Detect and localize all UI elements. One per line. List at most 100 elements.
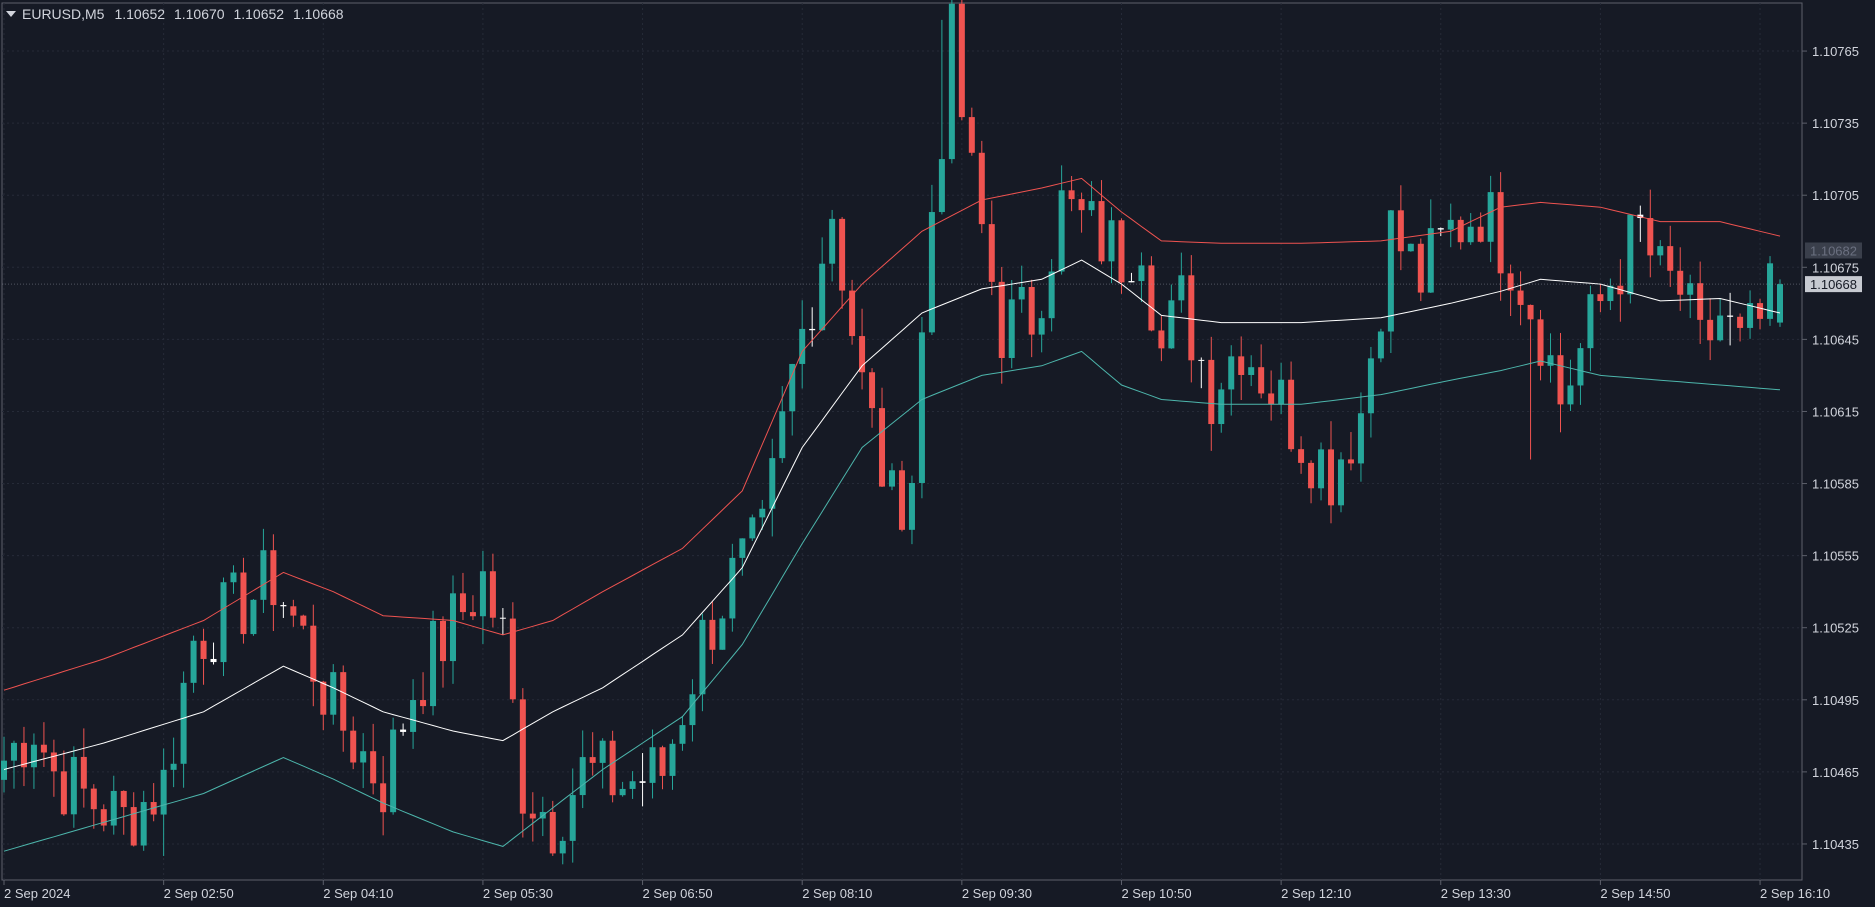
candle-body xyxy=(1627,214,1634,295)
candle-body xyxy=(240,572,247,635)
candle-body xyxy=(1457,219,1464,243)
candle xyxy=(200,628,207,685)
y-tick-label: 1.10645 xyxy=(1812,332,1859,347)
candle xyxy=(599,738,606,789)
x-tick-label: 2 Sep 13:30 xyxy=(1441,886,1511,901)
candle-body xyxy=(1028,286,1035,335)
candle xyxy=(1397,185,1404,271)
candle-body xyxy=(619,788,626,796)
candle xyxy=(1278,362,1285,415)
candle xyxy=(1098,180,1105,265)
candle-body xyxy=(410,700,417,732)
candle xyxy=(1457,216,1464,250)
candle xyxy=(1667,225,1674,287)
candle xyxy=(1108,207,1115,284)
candle xyxy=(220,577,227,677)
candle-body xyxy=(1188,275,1195,361)
candle xyxy=(589,732,596,776)
candle-body xyxy=(519,699,526,814)
candle-body xyxy=(1208,359,1215,425)
candle-body xyxy=(50,752,57,772)
candle-body xyxy=(330,672,337,715)
candle xyxy=(190,635,197,693)
candle xyxy=(210,642,217,665)
close-value: 1.10668 xyxy=(292,6,344,22)
candle xyxy=(559,836,566,865)
candle-body xyxy=(1477,226,1484,242)
open-value: 1.10652 xyxy=(114,6,166,22)
candle-body xyxy=(250,599,257,635)
candle xyxy=(240,557,247,644)
candle xyxy=(50,739,57,797)
candle-body xyxy=(30,744,37,768)
middle-band-line xyxy=(3,259,1781,770)
candle xyxy=(80,728,87,808)
candle-body xyxy=(1427,228,1434,293)
candle xyxy=(1717,298,1724,342)
candle-body xyxy=(10,742,17,761)
candle xyxy=(1357,392,1364,482)
candle-body xyxy=(320,681,327,715)
candle xyxy=(479,550,486,644)
candle-body xyxy=(1258,367,1265,394)
candle xyxy=(1158,316,1165,362)
y-tick-label: 1.10615 xyxy=(1812,404,1859,419)
candle xyxy=(1707,298,1714,361)
candle-body xyxy=(1607,285,1614,302)
candle xyxy=(1298,436,1305,474)
candle-body xyxy=(1677,270,1684,295)
candle-body xyxy=(1557,355,1564,405)
candle xyxy=(889,463,895,491)
candle xyxy=(1228,345,1235,416)
candle xyxy=(1308,460,1315,504)
candle-body xyxy=(1497,192,1504,274)
candle xyxy=(1607,278,1614,311)
candle-body xyxy=(898,470,905,530)
candle-body xyxy=(879,408,886,487)
candle-body xyxy=(938,159,945,213)
candle xyxy=(729,543,736,632)
candle xyxy=(140,790,147,851)
candle-body xyxy=(599,740,606,763)
candle xyxy=(449,575,456,684)
candle xyxy=(110,775,117,835)
candle xyxy=(1777,279,1783,327)
candle xyxy=(1517,271,1524,326)
candle xyxy=(649,729,656,799)
candle-body xyxy=(60,771,67,815)
candle xyxy=(629,771,636,799)
candle-body xyxy=(839,218,846,291)
candle xyxy=(1507,264,1514,317)
candle xyxy=(40,722,47,767)
candle xyxy=(689,679,696,742)
chart-menu-triangle-icon[interactable] xyxy=(6,11,16,17)
candle-body xyxy=(809,328,816,331)
candle xyxy=(70,746,77,828)
x-tick-label: 2 Sep 06:50 xyxy=(643,886,713,901)
candle-body xyxy=(1527,304,1534,320)
candle-body xyxy=(1667,246,1674,271)
candle-body xyxy=(1248,367,1255,375)
candle-body xyxy=(609,740,616,796)
candle xyxy=(1677,247,1684,311)
candle-body xyxy=(1178,275,1185,301)
candle-body xyxy=(160,769,167,815)
y-tick-label: 1.10495 xyxy=(1812,693,1859,708)
candle xyxy=(988,200,995,296)
candle-body xyxy=(130,807,137,846)
candle xyxy=(958,0,965,121)
candle-body xyxy=(1238,356,1245,375)
candle xyxy=(938,19,945,215)
candle-body xyxy=(459,593,466,613)
candle xyxy=(978,140,985,234)
candle xyxy=(1697,261,1704,344)
candle xyxy=(459,572,466,621)
candle xyxy=(1737,313,1744,342)
candle xyxy=(1028,279,1035,358)
candle xyxy=(1547,333,1554,383)
candle xyxy=(1417,238,1424,302)
candle-body xyxy=(489,571,496,618)
chart-header: EURUSD,M5 1.10652 1.10670 1.10652 1.1066… xyxy=(6,5,349,23)
